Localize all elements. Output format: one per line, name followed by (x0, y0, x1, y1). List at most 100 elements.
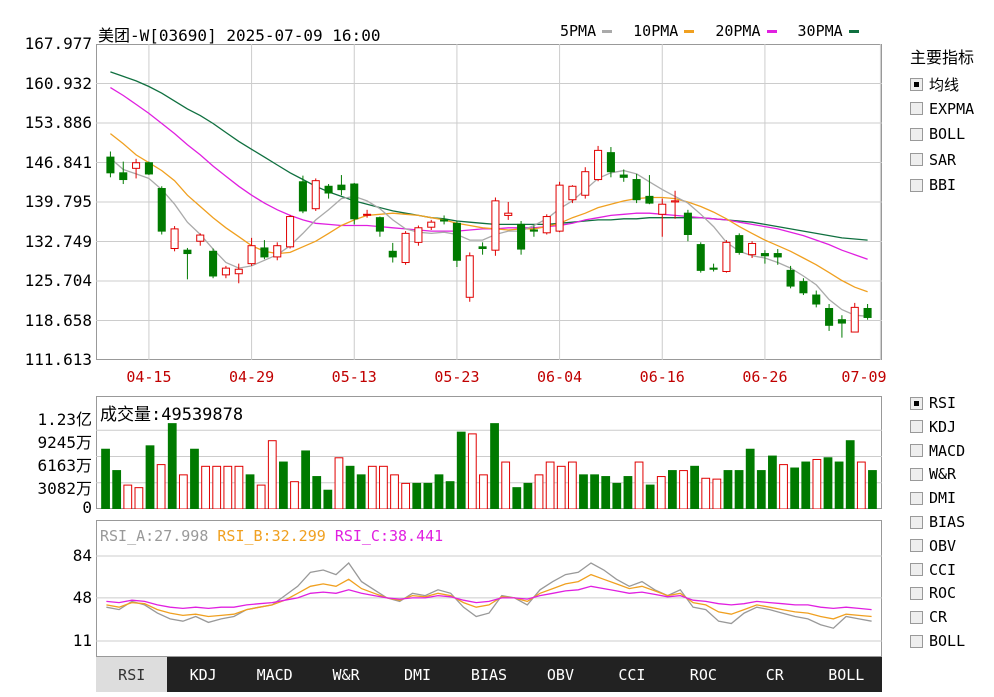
volume-bar (745, 448, 755, 509)
main-option-0[interactable]: 均线 (910, 74, 959, 95)
volume-tick-label: 0 (82, 498, 92, 517)
tab-boll[interactable]: BOLL (828, 665, 865, 684)
sub-option-bias5[interactable]: BIAS (910, 513, 965, 531)
checkbox[interactable] (910, 178, 923, 192)
rsi-line-rsi_a (106, 562, 872, 629)
checkbox[interactable] (910, 153, 923, 166)
legend-ma30-swatch (848, 30, 859, 33)
checkbox[interactable] (910, 396, 923, 410)
volume-bar (467, 433, 477, 509)
date-tick-label: 05-23 (434, 368, 480, 386)
candle (144, 161, 153, 176)
checkbox[interactable] (910, 78, 923, 91)
candle (132, 158, 141, 179)
tab-macd[interactable]: MACD (256, 665, 293, 684)
candle-body (298, 181, 307, 212)
sub-option-dmi4[interactable]: DMI (910, 489, 956, 507)
candle (606, 147, 615, 178)
option-label: ROC (929, 584, 957, 603)
candle (825, 304, 834, 331)
volume-bar (190, 448, 199, 509)
candle (401, 231, 410, 265)
volume-bar (145, 445, 155, 509)
candle-body (529, 229, 538, 232)
candle (234, 263, 243, 284)
volume-bar (278, 461, 288, 509)
sub-option-rsi0[interactable]: RSI (910, 394, 956, 412)
candle-body (324, 185, 333, 194)
checkbox[interactable] (910, 444, 923, 458)
tab-roc[interactable]: ROC (689, 665, 717, 684)
checkbox[interactable] (910, 127, 923, 141)
volume-panel (96, 396, 882, 509)
checkbox[interactable] (910, 563, 923, 577)
checkbox[interactable] (910, 634, 923, 648)
sub-option-boll10[interactable]: BOLL (910, 632, 965, 650)
legend-ma5: 5PMA (560, 22, 620, 40)
sub-option-roc8[interactable]: ROC (910, 584, 956, 602)
tab-wr[interactable]: W&R (332, 665, 360, 684)
sub-option-cr9[interactable]: CR (910, 608, 947, 626)
candle-body (658, 203, 667, 215)
candle (760, 250, 769, 264)
sub-option-kdj1[interactable]: KDJ (910, 418, 956, 436)
checkbox[interactable] (910, 610, 923, 624)
tab-cr[interactable]: CR (765, 665, 784, 684)
option-label: W&R (929, 465, 957, 484)
price-tick-label: 153.886 (24, 113, 92, 132)
price-tick-label: 160.932 (24, 73, 92, 93)
volume-bar (312, 476, 322, 509)
sub-option-macd2[interactable]: MACD (910, 442, 965, 460)
candle-body (606, 152, 615, 173)
tab-kdj[interactable]: KDJ (189, 665, 217, 684)
candle-body (542, 216, 551, 234)
price-tick-label: 146.841 (24, 152, 92, 172)
main-option-bbi4[interactable]: BBI (910, 176, 956, 194)
checkbox[interactable] (910, 420, 923, 434)
checkbox[interactable] (910, 491, 923, 505)
option-label: BOLL (929, 125, 966, 143)
checkbox[interactable] (910, 515, 923, 529)
main-option-boll2[interactable]: BOLL (910, 125, 965, 143)
volume-bar (234, 465, 244, 509)
candle (440, 215, 449, 225)
tab-cci[interactable]: CCI (618, 665, 646, 684)
legend-ma10-swatch (684, 30, 695, 33)
tab-dmi[interactable]: DMI (403, 665, 432, 684)
candle (581, 167, 590, 199)
price-tick-label: 125.704 (24, 271, 92, 290)
volume-bar (490, 423, 499, 509)
candle-body (632, 179, 641, 201)
tab-obv[interactable]: OBV (546, 665, 574, 684)
price-tick-label: 132.749 (24, 231, 92, 251)
candle (619, 169, 628, 182)
volume-bar (645, 484, 655, 509)
tab-rsi[interactable]: RSI (96, 657, 168, 692)
checkbox[interactable] (910, 539, 923, 553)
ma10-line (109, 133, 868, 293)
candle (504, 201, 513, 220)
candle-body (760, 253, 769, 257)
checkbox[interactable] (910, 102, 923, 115)
main-option-sar3[interactable]: SAR (910, 151, 956, 169)
legend-ma10: 10PMA (633, 22, 702, 40)
candle-body (773, 253, 782, 258)
candle-body (786, 269, 795, 287)
volume-bar (134, 487, 144, 509)
checkbox[interactable] (910, 586, 923, 600)
rsi-line-rsi_c (106, 585, 872, 611)
sub-option-wr3[interactable]: W&R (910, 465, 956, 483)
option-label: BBI (929, 176, 957, 194)
volume-bar (212, 465, 222, 509)
main-option-expma1[interactable]: EXPMA (910, 100, 974, 118)
candle (388, 242, 397, 263)
candle-body (581, 171, 590, 196)
checkbox[interactable] (910, 467, 923, 481)
candle (632, 173, 641, 204)
price-tick-label: 167.977 (24, 34, 92, 53)
sub-option-cci7[interactable]: CCI (910, 561, 956, 579)
sub-option-obv6[interactable]: OBV (910, 537, 956, 555)
ma-legend: 5PMA 10PMA 20PMA 30PMA (560, 22, 871, 40)
candle (799, 278, 808, 296)
tab-bias[interactable]: BIAS (470, 665, 508, 684)
